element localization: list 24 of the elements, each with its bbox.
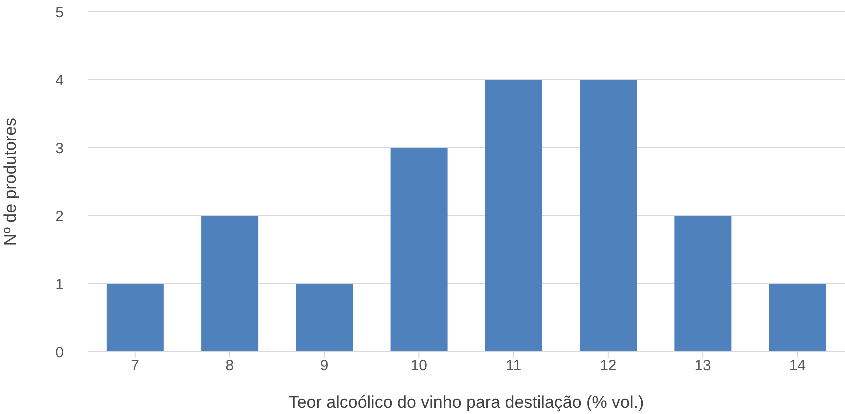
bar bbox=[296, 284, 354, 352]
x-tick-label: 9 bbox=[320, 358, 329, 375]
x-axis-title: Teor alcoólico do vinho para destilação (% vol.) bbox=[288, 393, 644, 412]
bar bbox=[674, 216, 732, 352]
x-tick-label: 13 bbox=[694, 358, 712, 375]
x-tick-label: 11 bbox=[506, 358, 522, 375]
bar bbox=[106, 284, 164, 352]
bar bbox=[769, 284, 826, 352]
bar bbox=[202, 216, 259, 352]
y-tick-label: 4 bbox=[56, 72, 64, 90]
bar bbox=[390, 148, 448, 352]
y-axis-title: Nº de produtores bbox=[1, 118, 20, 246]
y-tick-label: 5 bbox=[56, 4, 64, 22]
x-tick-label: 10 bbox=[410, 358, 428, 375]
x-tick-label: 8 bbox=[226, 358, 234, 375]
x-tick-label: 12 bbox=[600, 358, 617, 375]
y-tick-label: 0 bbox=[56, 344, 64, 362]
y-tick-label: 3 bbox=[56, 140, 64, 158]
bar bbox=[580, 80, 638, 352]
y-tick-label: 1 bbox=[56, 276, 64, 294]
y-tick-label: 2 bbox=[56, 208, 64, 226]
x-tick-label: 7 bbox=[131, 358, 140, 375]
bar bbox=[485, 80, 542, 352]
x-tick-label: 14 bbox=[789, 358, 806, 375]
